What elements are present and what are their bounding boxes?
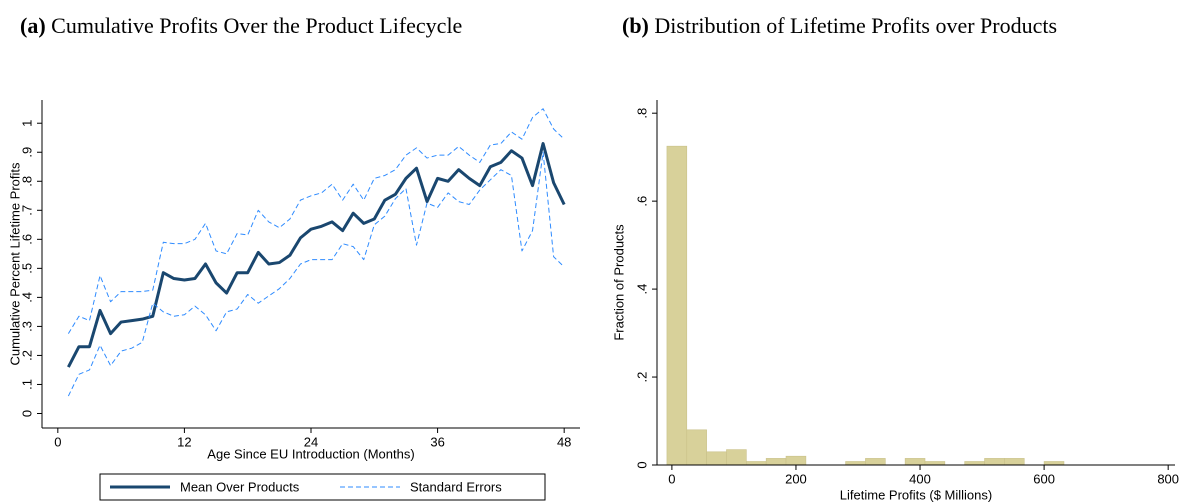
x-axis-label: Lifetime Profits ($ Millions) [840, 487, 992, 502]
bar [746, 461, 767, 466]
bar [686, 429, 707, 466]
panel-label: (b) [622, 13, 649, 38]
y-tick-label: .6 [19, 234, 34, 245]
y-axis-label: Fraction of Products [611, 224, 626, 341]
y-tick-label: .2 [634, 372, 649, 383]
y-tick-label: .5 [19, 263, 34, 274]
bar [706, 451, 727, 466]
x-axis-label: Age Since EU Introduction (Months) [207, 446, 414, 461]
x-tick-label: 24 [304, 434, 318, 449]
legend-box [99, 473, 546, 501]
panel-label: (a) [20, 13, 46, 38]
bar [765, 458, 787, 466]
x-tick-label: 0 [54, 434, 61, 449]
x-tick-label: 12 [177, 434, 191, 449]
legend-label: Standard Errors [410, 479, 502, 494]
y-tick-label: 0 [19, 410, 34, 417]
bar [726, 449, 747, 466]
title-text: Cumulative Profits Over the Product Life… [51, 13, 463, 38]
bar [666, 145, 688, 466]
y-tick-label: .1 [19, 379, 34, 390]
bar [924, 461, 946, 466]
bar [1004, 458, 1025, 466]
y-tick-label: 1 [19, 120, 34, 127]
series-line [67, 151, 565, 397]
series-line [67, 142, 566, 368]
x-tick-label: 400 [909, 471, 931, 486]
y-tick-label: .8 [634, 108, 649, 119]
chart-title: (a) Cumulative Profits Over the Product … [20, 12, 568, 39]
bar [785, 455, 807, 466]
y-tick-label: .4 [634, 284, 649, 295]
y-tick-label: .4 [19, 292, 34, 303]
chart-title: (b) Distribution of Lifetime Profits ove… [622, 12, 1182, 39]
x-tick-label: 48 [557, 434, 571, 449]
x-tick-label: 800 [1157, 471, 1179, 486]
y-tick-label: .8 [19, 176, 34, 187]
bar [904, 458, 926, 466]
bar [1043, 461, 1065, 466]
x-tick-label: 200 [785, 471, 807, 486]
y-tick-label: .3 [19, 321, 34, 332]
y-tick-label: .7 [19, 205, 34, 216]
x-tick-label: 600 [1033, 471, 1055, 486]
bar [964, 461, 985, 466]
bar [865, 458, 886, 466]
y-tick-label: .6 [634, 196, 649, 207]
y-tick-label: .2 [19, 350, 34, 361]
legend-label: Mean Over Products [180, 479, 300, 494]
x-tick-label: 0 [668, 471, 675, 486]
title-text: Distribution of Lifetime Profits over Pr… [654, 13, 1058, 38]
y-tick-label: 0 [634, 461, 649, 468]
bar [845, 461, 866, 466]
x-tick-label: 36 [430, 434, 444, 449]
bar [984, 458, 1005, 466]
y-axis-label: Cumulative Percent Lifetime Profits [7, 162, 22, 366]
series-line [67, 108, 565, 334]
y-tick-label: .9 [19, 147, 34, 158]
